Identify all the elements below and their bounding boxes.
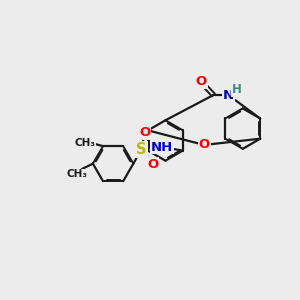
Text: CH₃: CH₃ bbox=[75, 138, 96, 148]
Text: O: O bbox=[195, 75, 207, 88]
Text: H: H bbox=[232, 83, 242, 96]
Text: O: O bbox=[147, 158, 158, 171]
Text: O: O bbox=[139, 126, 151, 139]
Text: S: S bbox=[136, 142, 147, 157]
Text: NH: NH bbox=[150, 140, 173, 154]
Text: CH₃: CH₃ bbox=[66, 169, 87, 179]
Text: N: N bbox=[223, 88, 234, 101]
Text: O: O bbox=[199, 138, 210, 152]
